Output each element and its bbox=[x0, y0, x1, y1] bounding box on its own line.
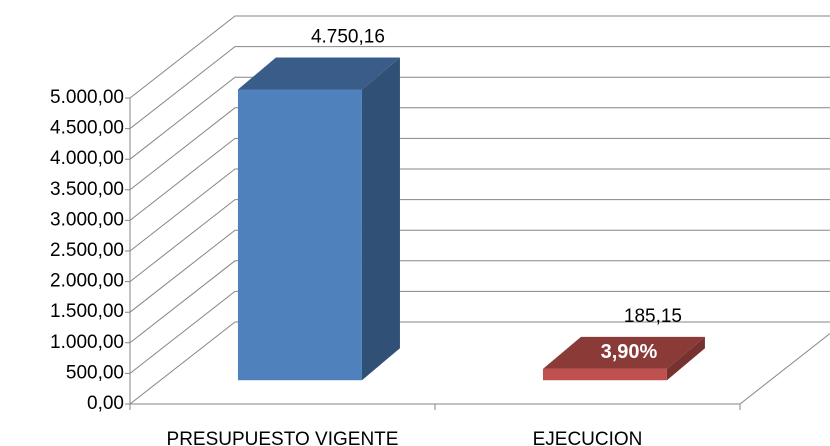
y-tick-label: 500,00 bbox=[66, 362, 124, 383]
y-tick-label: 3.000,00 bbox=[50, 209, 124, 230]
bar-top bbox=[542, 336, 705, 369]
grid-line bbox=[125, 15, 830, 99]
grid-line bbox=[125, 46, 830, 130]
grid-line bbox=[125, 168, 830, 252]
y-tick-label: 4.000,00 bbox=[50, 148, 124, 169]
floor-edge bbox=[739, 333, 830, 405]
value-label: 4.750,16 bbox=[311, 27, 385, 48]
value-label: 185,15 bbox=[624, 306, 682, 327]
y-tick-label: 3.500,00 bbox=[50, 179, 124, 200]
y-tick-label: 0,00 bbox=[87, 393, 124, 414]
y-tick-label: 5.000,00 bbox=[50, 87, 124, 108]
bar-top bbox=[237, 57, 400, 90]
annotation: 3,90% bbox=[601, 341, 658, 363]
grid-line bbox=[125, 199, 830, 283]
grid-line bbox=[125, 321, 830, 405]
grid-line bbox=[125, 107, 830, 191]
bar-side bbox=[666, 336, 705, 381]
y-tick-label: 4.500,00 bbox=[50, 118, 124, 139]
grid-line bbox=[125, 290, 830, 374]
x-tick-label: EJECUCION bbox=[533, 429, 643, 446]
grid-line bbox=[125, 137, 830, 221]
y-tick-label: 2.000,00 bbox=[50, 271, 124, 292]
grid-line bbox=[125, 260, 830, 344]
grid-line bbox=[125, 229, 830, 313]
y-tick-label: 1.000,00 bbox=[50, 332, 124, 353]
grid-line bbox=[125, 76, 830, 160]
x-tick-label: PRESUPUESTO VIGENTE bbox=[167, 429, 399, 446]
bar-side bbox=[361, 57, 400, 381]
y-tick-label: 1.500,00 bbox=[50, 301, 124, 322]
bar bbox=[237, 89, 362, 381]
y-tick-label: 2.500,00 bbox=[50, 240, 124, 261]
bar bbox=[542, 368, 667, 381]
